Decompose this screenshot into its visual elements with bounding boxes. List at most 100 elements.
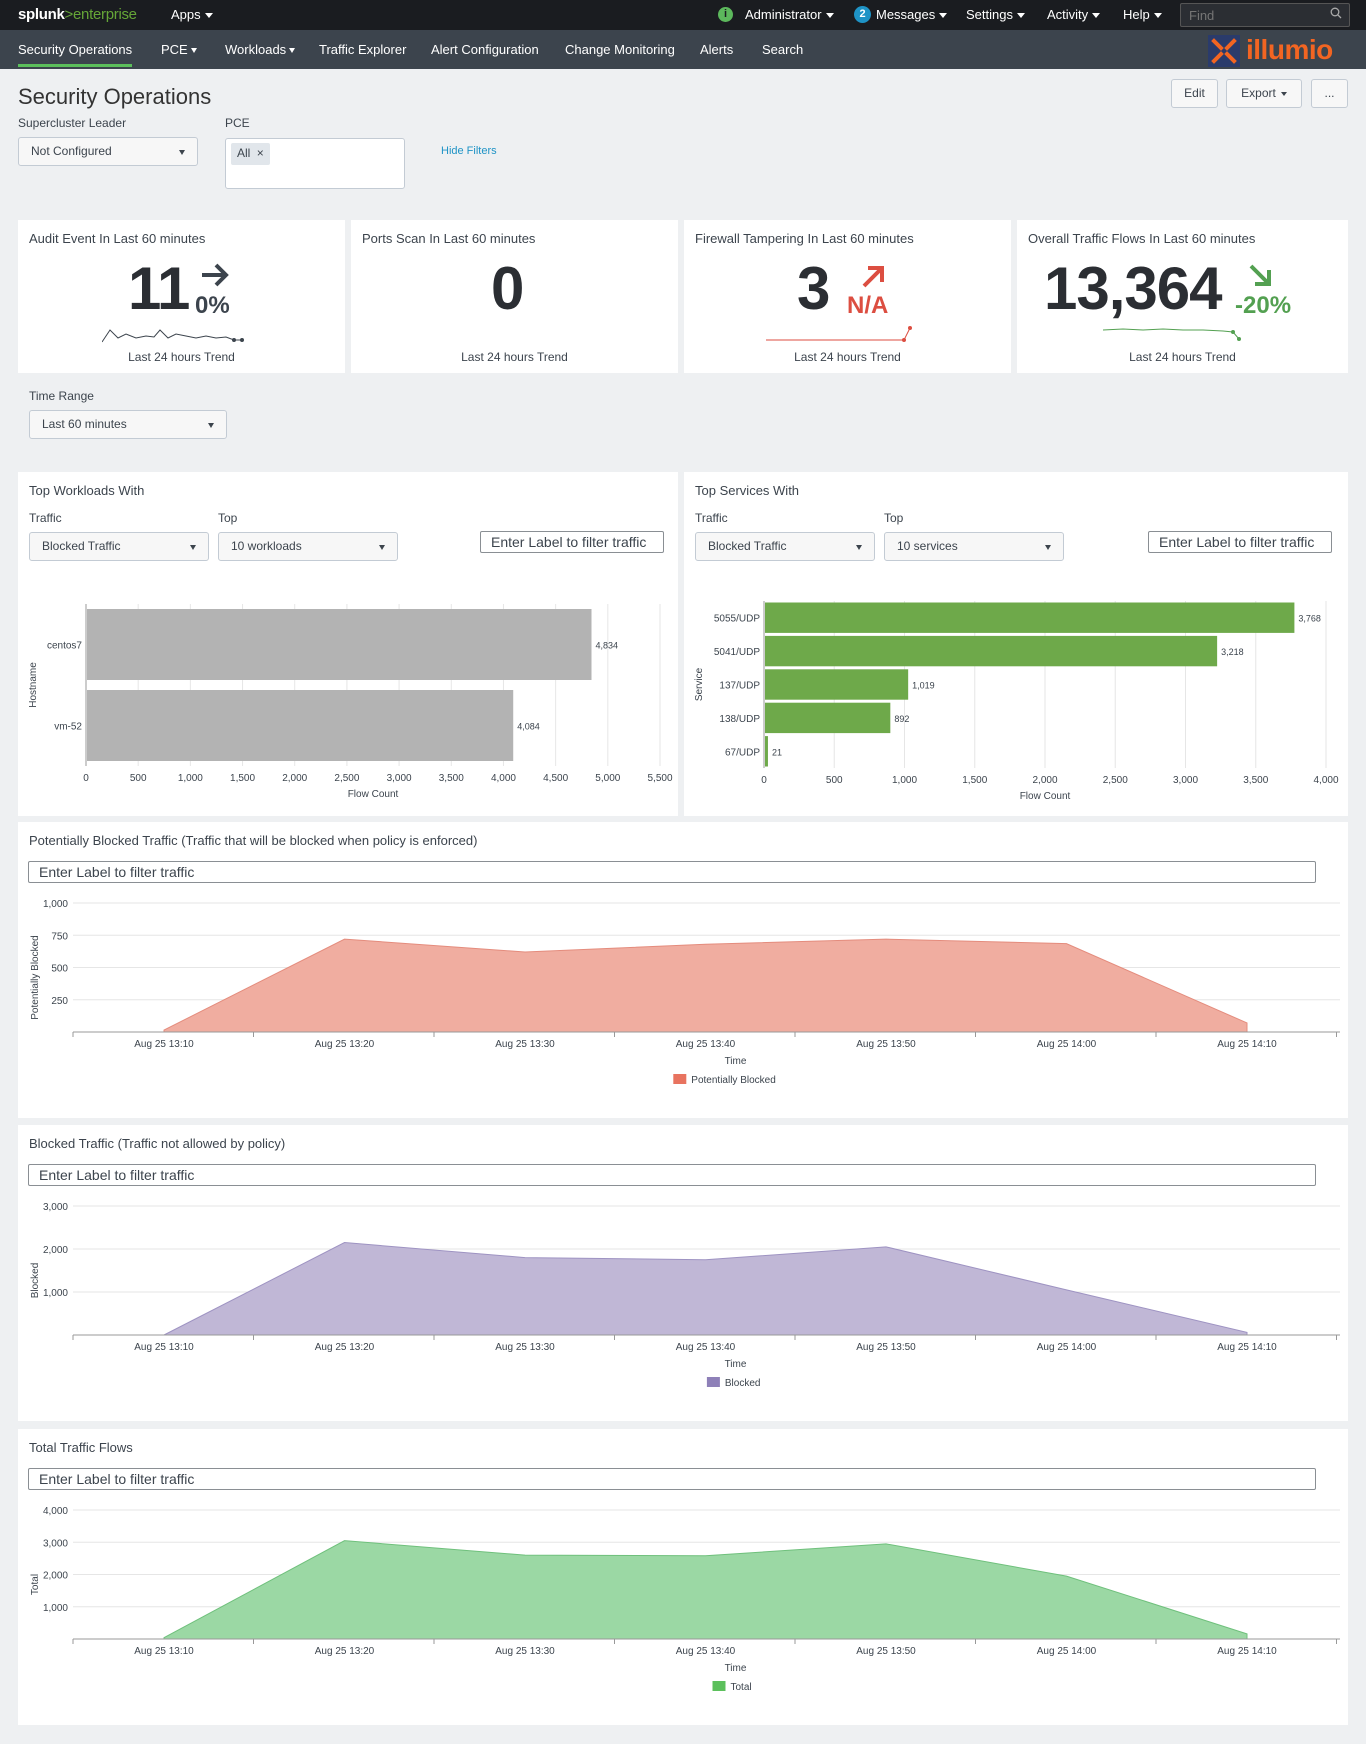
search-icon[interactable] bbox=[1330, 7, 1342, 19]
x-tick-label: 0 bbox=[83, 773, 89, 784]
settings-menu[interactable]: Settings bbox=[966, 7, 1025, 22]
panel-title: Top Services With bbox=[695, 483, 800, 498]
x-axis-label: Time bbox=[725, 1663, 747, 1674]
edit-button[interactable]: Edit bbox=[1171, 79, 1218, 108]
nav-traffic-explorer[interactable]: Traffic Explorer bbox=[319, 42, 406, 57]
nav-alerts[interactable]: Alerts bbox=[700, 42, 733, 57]
x-tick-label: Aug 25 13:10 bbox=[134, 1646, 194, 1657]
apps-menu[interactable]: Apps bbox=[171, 7, 213, 22]
time-range-dropdown[interactable]: Last 60 minutes bbox=[29, 410, 227, 439]
pce-multiselect[interactable]: All × bbox=[225, 138, 405, 189]
kpi-firewall-panel: Firewall Tampering In Last 60 minutes 3 … bbox=[684, 220, 1011, 373]
close-icon[interactable]: × bbox=[256, 146, 264, 160]
top-value: 10 services bbox=[897, 539, 958, 553]
legend-swatch bbox=[712, 1681, 726, 1691]
traffic-value: Blocked Traffic bbox=[42, 539, 121, 553]
chevron-down-icon bbox=[1016, 13, 1025, 19]
apps-label: Apps bbox=[171, 7, 201, 22]
bar bbox=[765, 669, 909, 700]
category-label: centos7 bbox=[47, 641, 82, 652]
blocked-panel: Blocked Traffic (Traffic not allowed by … bbox=[18, 1125, 1348, 1421]
y-tick-label: 3,000 bbox=[43, 1538, 68, 1549]
bar bbox=[87, 609, 592, 680]
x-axis-label: Time bbox=[725, 1359, 747, 1370]
x-tick-label: 2,500 bbox=[334, 773, 359, 784]
activity-menu[interactable]: Activity bbox=[1047, 7, 1101, 22]
more-button[interactable]: ... bbox=[1311, 79, 1348, 108]
bar bbox=[765, 602, 1295, 633]
nav-change-monitoring[interactable]: Change Monitoring bbox=[565, 42, 675, 57]
services-top-dropdown[interactable]: 10 services bbox=[884, 532, 1064, 561]
nav-pce[interactable]: PCE bbox=[161, 42, 197, 57]
x-tick-label: Aug 25 13:20 bbox=[315, 1342, 375, 1353]
x-tick-label: 2,000 bbox=[282, 773, 307, 784]
nav-alert-configuration[interactable]: Alert Configuration bbox=[431, 42, 539, 57]
y-tick-label: 1,000 bbox=[43, 1603, 68, 1614]
settings-label: Settings bbox=[966, 7, 1013, 22]
arrow-down-right-icon bbox=[1249, 264, 1271, 286]
splunk-logo[interactable]: splunk>enterprise bbox=[18, 6, 137, 23]
legend-label: Blocked bbox=[725, 1378, 761, 1389]
data-label: 3,768 bbox=[1298, 614, 1321, 624]
y-axis-label: Hostname bbox=[28, 662, 39, 708]
kpi-delta: -20% bbox=[1235, 292, 1292, 319]
x-tick-label: 2,500 bbox=[1103, 775, 1128, 786]
user-menu[interactable]: Administrator bbox=[745, 7, 834, 22]
nav-label: Alerts bbox=[700, 42, 734, 57]
help-menu[interactable]: Help bbox=[1123, 7, 1162, 22]
help-label: Help bbox=[1123, 7, 1150, 22]
nav-label: Workloads bbox=[225, 42, 287, 57]
nav-label: Search bbox=[762, 42, 804, 57]
nav-search[interactable]: Search bbox=[762, 42, 803, 57]
services-filter-input[interactable] bbox=[1148, 531, 1332, 553]
export-button[interactable]: Export bbox=[1226, 79, 1302, 108]
series-area bbox=[163, 938, 1248, 1033]
x-tick-label: Aug 25 13:50 bbox=[856, 1646, 916, 1657]
logo-enterprise-text: enterprise bbox=[73, 6, 137, 23]
x-tick-label: 1,000 bbox=[892, 775, 917, 786]
y-tick-label: 4,000 bbox=[43, 1506, 68, 1517]
y-tick-label: 500 bbox=[51, 964, 68, 975]
x-tick-label: Aug 25 13:10 bbox=[134, 1039, 194, 1050]
x-tick-label: Aug 25 14:00 bbox=[1037, 1646, 1097, 1657]
total-traffic-area-chart: 1,000 2,000 3,000 4,000 Aug 25 13:10 Aug 25 1… bbox=[30, 1506, 1340, 1693]
data-label: 21 bbox=[772, 747, 782, 757]
potential-filter-input[interactable] bbox=[28, 861, 1316, 883]
x-tick-label: 5,000 bbox=[595, 773, 620, 784]
y-axis-label: Blocked bbox=[30, 1263, 41, 1299]
messages-menu[interactable]: Messages bbox=[876, 7, 948, 22]
logo-gt-text: > bbox=[64, 6, 74, 23]
x-tick-label: Aug 25 13:20 bbox=[315, 1039, 375, 1050]
chevron-down-icon bbox=[825, 13, 834, 19]
user-label: Administrator bbox=[745, 7, 822, 22]
status-icon: i bbox=[718, 7, 733, 22]
chevron-down-icon bbox=[939, 13, 948, 19]
services-bar-chart: 0 500 1,000 1,500 2,000 2,500 3,000 3,500 4,000 5… bbox=[694, 601, 1339, 802]
category-label: 5041/UDP bbox=[714, 647, 760, 658]
workloads-filter-input[interactable] bbox=[480, 531, 664, 553]
x-tick-label: 3,500 bbox=[1243, 775, 1268, 786]
category-label: 67/UDP bbox=[725, 747, 760, 758]
x-tick-label: 4,500 bbox=[543, 773, 568, 784]
services-traffic-dropdown[interactable]: Blocked Traffic bbox=[695, 532, 875, 561]
traffic-label: Traffic bbox=[695, 511, 728, 525]
nav-label: Security Operations bbox=[18, 42, 133, 57]
workloads-traffic-dropdown[interactable]: Blocked Traffic bbox=[29, 532, 209, 561]
x-tick-label: Aug 25 13:30 bbox=[495, 1646, 555, 1657]
more-label: ... bbox=[1324, 86, 1335, 100]
supercluster-dropdown[interactable]: Not Configured bbox=[18, 137, 198, 166]
find-input[interactable] bbox=[1180, 3, 1350, 27]
workloads-top-dropdown[interactable]: 10 workloads bbox=[218, 532, 398, 561]
illumio-logo-icon bbox=[1208, 35, 1240, 67]
blocked-filter-input[interactable] bbox=[28, 1164, 1316, 1186]
chevron-down-icon bbox=[1153, 13, 1162, 19]
x-tick-label: 500 bbox=[130, 773, 147, 784]
nav-workloads[interactable]: Workloads bbox=[225, 42, 296, 57]
hide-filters-link[interactable]: Hide Filters bbox=[441, 145, 497, 157]
total-filter-input[interactable] bbox=[28, 1468, 1316, 1490]
sparkline bbox=[102, 329, 244, 343]
chevron-down-icon bbox=[1092, 13, 1101, 19]
x-tick-label: 5,500 bbox=[647, 773, 672, 784]
nav-security-operations[interactable]: Security Operations bbox=[18, 42, 133, 67]
x-tick-label: 1,000 bbox=[178, 773, 203, 784]
